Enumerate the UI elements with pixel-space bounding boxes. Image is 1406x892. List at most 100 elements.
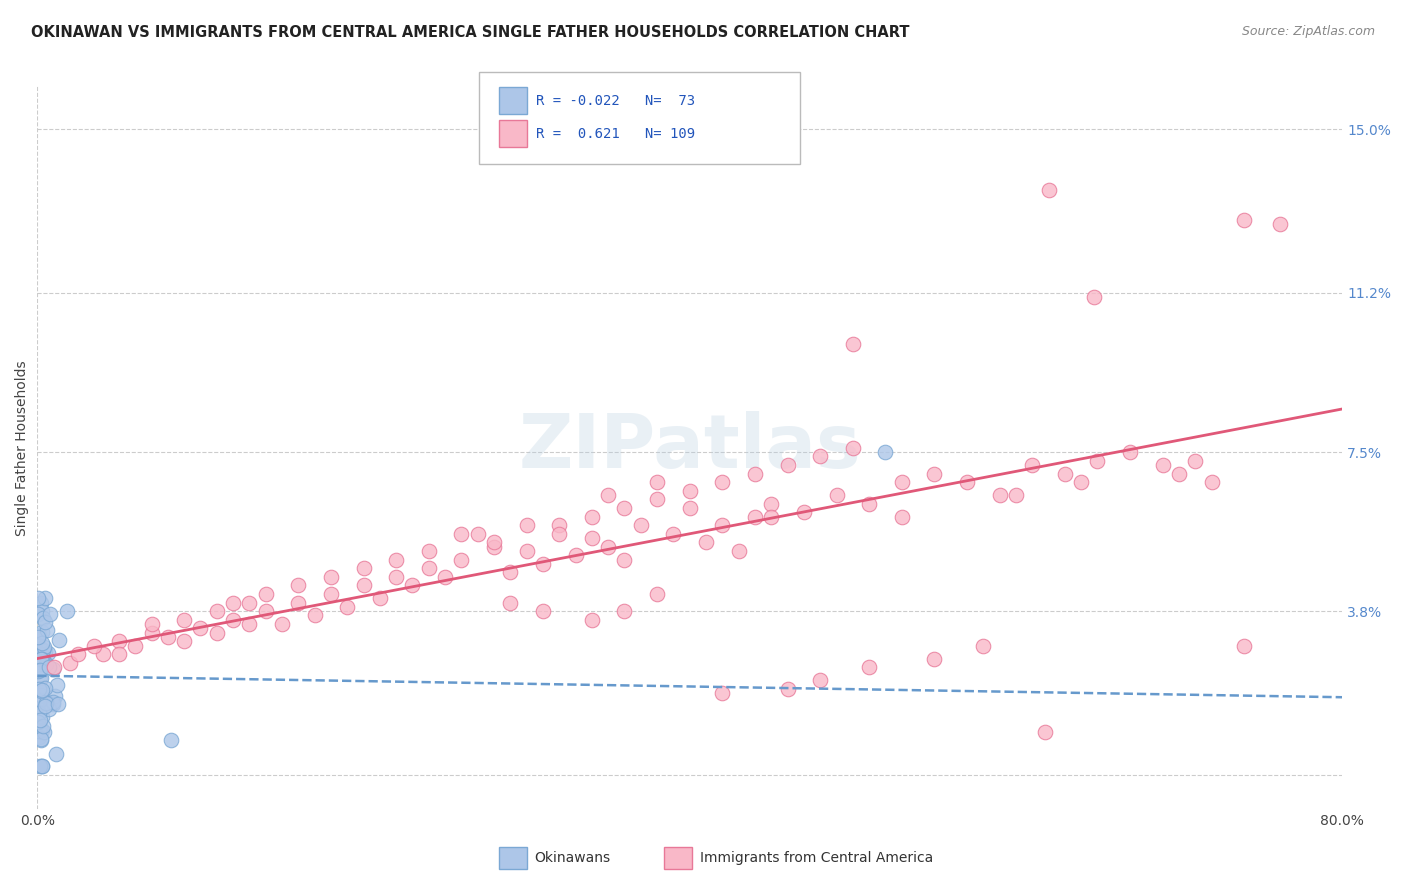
Point bbox=[418, 561, 440, 575]
Point bbox=[1021, 458, 1043, 472]
Point bbox=[27, 706, 49, 721]
Point bbox=[28, 639, 51, 653]
Point bbox=[548, 518, 571, 533]
Point bbox=[1152, 458, 1174, 472]
Point bbox=[34, 657, 56, 671]
Point bbox=[924, 651, 946, 665]
Point bbox=[1033, 724, 1056, 739]
Point bbox=[1201, 475, 1223, 490]
Point bbox=[450, 526, 472, 541]
Point bbox=[32, 719, 55, 733]
Point bbox=[1233, 212, 1256, 227]
Point bbox=[30, 684, 52, 698]
Point bbox=[30, 652, 52, 666]
Point bbox=[42, 660, 65, 674]
Point bbox=[1168, 467, 1191, 481]
Point bbox=[31, 759, 53, 773]
Point bbox=[30, 652, 52, 666]
Point bbox=[319, 587, 342, 601]
Point bbox=[1038, 183, 1060, 197]
Point bbox=[679, 483, 702, 498]
Point bbox=[28, 682, 51, 697]
Point bbox=[141, 617, 163, 632]
Point bbox=[190, 621, 212, 635]
Point bbox=[1184, 453, 1206, 467]
Point bbox=[1119, 445, 1142, 459]
Point bbox=[858, 660, 880, 674]
Point bbox=[287, 596, 309, 610]
Point bbox=[842, 441, 865, 455]
Point bbox=[30, 688, 52, 702]
Point bbox=[27, 607, 49, 621]
Point bbox=[254, 587, 277, 601]
Point bbox=[38, 702, 60, 716]
Point bbox=[598, 540, 620, 554]
Point bbox=[31, 652, 53, 666]
Point bbox=[27, 695, 49, 709]
Point bbox=[401, 578, 423, 592]
Point bbox=[35, 696, 58, 710]
Point bbox=[30, 693, 52, 707]
Point bbox=[30, 670, 52, 684]
Point bbox=[222, 613, 245, 627]
Point bbox=[548, 526, 571, 541]
Point bbox=[711, 475, 734, 490]
Text: OKINAWAN VS IMMIGRANTS FROM CENTRAL AMERICA SINGLE FATHER HOUSEHOLDS CORRELATION: OKINAWAN VS IMMIGRANTS FROM CENTRAL AMER… bbox=[31, 25, 910, 40]
Point bbox=[679, 500, 702, 515]
Point bbox=[630, 518, 652, 533]
Point bbox=[956, 475, 979, 490]
Text: Source: ZipAtlas.com: Source: ZipAtlas.com bbox=[1241, 25, 1375, 38]
Point bbox=[613, 604, 636, 618]
Point bbox=[890, 509, 912, 524]
Point bbox=[28, 657, 51, 671]
Point bbox=[1005, 488, 1028, 502]
Point bbox=[858, 497, 880, 511]
Point bbox=[1087, 453, 1109, 467]
Point bbox=[32, 611, 55, 625]
Point bbox=[531, 604, 554, 618]
Text: Immigrants from Central America: Immigrants from Central America bbox=[700, 851, 934, 865]
Point bbox=[27, 665, 49, 679]
Point bbox=[744, 467, 766, 481]
Point bbox=[30, 721, 52, 735]
Point bbox=[581, 531, 603, 545]
Point bbox=[42, 662, 65, 676]
Point bbox=[31, 683, 53, 698]
Point bbox=[83, 639, 105, 653]
Point bbox=[32, 640, 55, 655]
Point bbox=[34, 699, 56, 714]
Text: R = -0.022   N=  73: R = -0.022 N= 73 bbox=[536, 94, 695, 108]
Point bbox=[55, 604, 77, 618]
Point bbox=[695, 535, 717, 549]
Point bbox=[776, 681, 799, 696]
Point bbox=[222, 596, 245, 610]
Point bbox=[385, 552, 408, 566]
Point bbox=[35, 695, 58, 709]
Point bbox=[38, 607, 60, 622]
Point bbox=[31, 643, 53, 657]
Point bbox=[499, 566, 522, 580]
Point bbox=[30, 647, 52, 661]
Point bbox=[108, 647, 131, 661]
Point bbox=[581, 509, 603, 524]
Point bbox=[516, 518, 538, 533]
Point bbox=[613, 552, 636, 566]
Point bbox=[173, 613, 195, 627]
Point bbox=[31, 604, 53, 618]
Point bbox=[875, 445, 897, 459]
Point bbox=[761, 509, 783, 524]
Point bbox=[564, 548, 586, 562]
Point bbox=[353, 578, 375, 592]
Point bbox=[38, 660, 60, 674]
Y-axis label: Single Father Households: Single Father Households bbox=[15, 359, 30, 535]
Point bbox=[34, 681, 56, 695]
Point bbox=[31, 723, 53, 737]
Point bbox=[67, 647, 90, 661]
Point bbox=[531, 557, 554, 571]
Point bbox=[353, 561, 375, 575]
Point bbox=[499, 596, 522, 610]
Point bbox=[31, 759, 53, 773]
Point bbox=[30, 661, 52, 675]
Point bbox=[34, 591, 56, 605]
Point bbox=[28, 657, 51, 672]
